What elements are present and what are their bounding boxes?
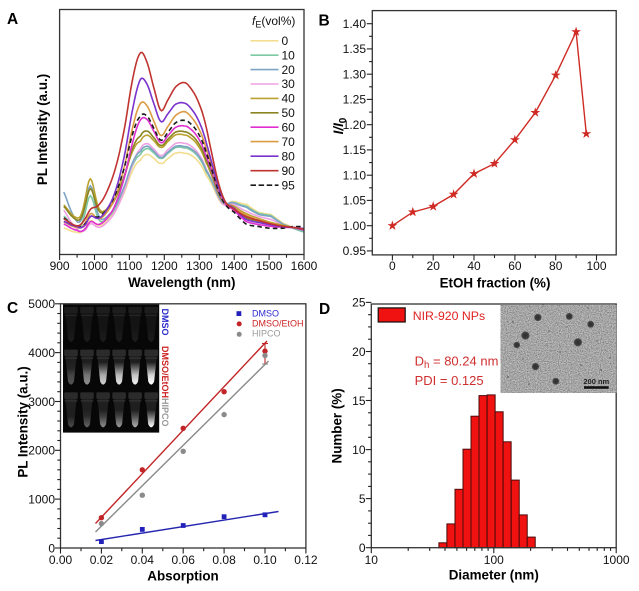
svg-text:1200: 1200: [151, 259, 178, 273]
svg-text:60: 60: [282, 120, 296, 134]
svg-text:B: B: [319, 13, 330, 30]
svg-text:0: 0: [282, 34, 289, 48]
svg-text:A: A: [7, 11, 18, 28]
svg-text:0: 0: [359, 541, 366, 555]
svg-text:1.10: 1.10: [343, 169, 367, 183]
svg-text:1.30: 1.30: [343, 68, 367, 82]
svg-text:DMSO/EtOH: DMSO/EtOH: [160, 346, 170, 398]
svg-text:30: 30: [282, 77, 296, 91]
svg-text:1600: 1600: [291, 259, 318, 273]
svg-text:0.04: 0.04: [131, 553, 155, 567]
svg-text:0.00: 0.00: [49, 553, 73, 567]
svg-text:15: 15: [352, 394, 366, 408]
svg-text:DMSO/EtOH: DMSO/EtOH: [252, 318, 304, 328]
svg-text:1000: 1000: [28, 492, 55, 506]
svg-text:95: 95: [282, 178, 296, 192]
svg-text:5: 5: [359, 492, 366, 506]
svg-text:10: 10: [352, 443, 366, 457]
svg-text:80: 80: [549, 259, 563, 273]
svg-text:C: C: [7, 300, 18, 317]
svg-text:0.02: 0.02: [90, 553, 114, 567]
svg-text:1000: 1000: [81, 259, 108, 273]
svg-text:1.35: 1.35: [343, 42, 367, 56]
svg-text:PL Intensity (a.u.): PL Intensity (a.u.): [16, 366, 31, 477]
svg-text:PDI = 0.125: PDI = 0.125: [415, 373, 484, 388]
svg-text:DMSO: DMSO: [160, 309, 170, 336]
svg-text:100: 100: [586, 259, 606, 273]
svg-text:80: 80: [282, 149, 296, 163]
svg-text:HIPCO: HIPCO: [160, 398, 170, 427]
svg-text:fE(vol%): fE(vol%): [252, 14, 295, 29]
svg-text:D: D: [319, 301, 330, 318]
svg-text:DMSO: DMSO: [252, 308, 279, 318]
svg-text:0.06: 0.06: [172, 553, 196, 567]
svg-text:20: 20: [282, 63, 296, 77]
svg-text:1500: 1500: [256, 259, 283, 273]
svg-text:200 nm: 200 nm: [583, 377, 609, 386]
svg-text:0.10: 0.10: [253, 553, 277, 567]
svg-text:20: 20: [352, 345, 366, 359]
svg-text:0: 0: [48, 541, 55, 555]
svg-text:1.20: 1.20: [343, 118, 367, 132]
svg-text:900: 900: [50, 259, 70, 273]
svg-text:40: 40: [282, 92, 296, 106]
svg-text:60: 60: [508, 259, 522, 273]
svg-text:Dh = 80.24 nm: Dh = 80.24 nm: [415, 354, 499, 371]
svg-text:1.25: 1.25: [343, 93, 367, 107]
svg-text:70: 70: [282, 135, 296, 149]
svg-text:PL Intensity (a.u.): PL Intensity (a.u.): [35, 74, 50, 185]
svg-text:4000: 4000: [28, 346, 55, 360]
svg-text:25: 25: [352, 296, 366, 310]
svg-text:50: 50: [282, 106, 296, 120]
svg-text:3000: 3000: [28, 395, 55, 409]
svg-text:100: 100: [484, 553, 504, 567]
svg-text:2000: 2000: [28, 444, 55, 458]
svg-text:Number (%): Number (%): [330, 388, 345, 463]
svg-text:1300: 1300: [186, 259, 213, 273]
svg-text:1.00: 1.00: [343, 219, 367, 233]
svg-text:1.05: 1.05: [343, 194, 367, 208]
svg-text:0: 0: [389, 259, 396, 273]
svg-text:1.15: 1.15: [343, 143, 367, 157]
svg-text:NIR-920 NPs: NIR-920 NPs: [413, 309, 485, 323]
svg-text:HIPCO: HIPCO: [252, 329, 281, 339]
svg-text:Absorption: Absorption: [147, 569, 218, 584]
svg-text:1400: 1400: [221, 259, 248, 273]
svg-text:0.12: 0.12: [294, 553, 318, 567]
svg-text:EtOH fraction (%): EtOH fraction (%): [440, 275, 551, 290]
svg-text:90: 90: [282, 164, 296, 178]
svg-text:20: 20: [427, 259, 441, 273]
svg-text:0.08: 0.08: [212, 553, 236, 567]
svg-text:Diameter (nm): Diameter (nm): [449, 568, 539, 583]
svg-text:10: 10: [365, 553, 379, 567]
svg-text:1100: 1100: [116, 259, 142, 273]
svg-text:10: 10: [282, 48, 296, 62]
svg-text:5000: 5000: [28, 297, 55, 311]
svg-text:1.40: 1.40: [343, 17, 367, 31]
svg-text:1000: 1000: [603, 553, 630, 567]
svg-text:40: 40: [467, 259, 481, 273]
svg-text:Wavelength (nm): Wavelength (nm): [128, 275, 235, 290]
svg-text:0.95: 0.95: [343, 244, 367, 258]
